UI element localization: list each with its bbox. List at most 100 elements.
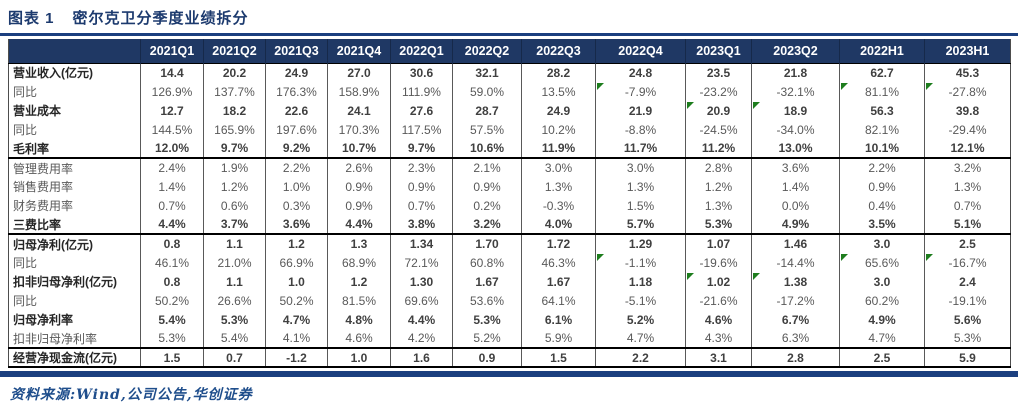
table-cell: 53.6% xyxy=(452,291,522,310)
table-cell: 158.9% xyxy=(327,82,391,101)
table-cell: 2.4% xyxy=(140,158,204,177)
table-cell: 64.1% xyxy=(521,291,596,310)
table-cell: 24.1 xyxy=(327,101,391,120)
table-cell: 11.7% xyxy=(595,139,686,158)
table-cell-flagged: -1.1% xyxy=(595,253,686,272)
table-cell: 165.9% xyxy=(203,120,266,139)
table-cell: 5.4% xyxy=(203,329,266,348)
table-cell: 5.3% xyxy=(685,215,752,234)
table-cell: 3.0 xyxy=(839,234,925,253)
table-cell: -1.2 xyxy=(265,348,328,367)
row-label: 归母净利(亿元) xyxy=(13,237,93,252)
table-cell: 0.7% xyxy=(924,196,1011,215)
table-cell: 2.6% xyxy=(327,158,391,177)
table-cell: 1.70 xyxy=(452,234,522,253)
table-cell: 1.4% xyxy=(140,177,204,196)
table-cell: 1.0% xyxy=(265,177,328,196)
table-cell: 5.2% xyxy=(452,329,522,348)
table-cell: 4.3% xyxy=(685,329,752,348)
table-cell: 1.5 xyxy=(521,348,596,367)
row-label: 扣非归母净利率 xyxy=(13,331,98,346)
table-cell: 4.4% xyxy=(327,215,391,234)
table-cell: 1.9% xyxy=(203,158,266,177)
table-cell: -29.4% xyxy=(924,120,1011,139)
table-cell: 23.5 xyxy=(685,63,752,82)
table-row: 归母净利(亿元) 0.8 1.1 1.2 1.3 1.34 1.70 1.72 1.29 1.07… xyxy=(9,234,1011,253)
table-cell: 82.1% xyxy=(839,120,925,139)
table-cell: 6.1% xyxy=(521,310,596,329)
table-cell: 10.1% xyxy=(839,139,925,158)
column-header: 2021Q1 xyxy=(140,39,204,63)
table-cell: 22.6 xyxy=(265,101,328,120)
table-cell: 10.7% xyxy=(327,139,391,158)
row-label: 营业成本 xyxy=(13,104,62,118)
table-cell: 4.7% xyxy=(595,329,686,348)
table-cell: 4.7% xyxy=(839,329,925,348)
table-cell: 72.1% xyxy=(390,253,453,272)
table-cell: 4.0% xyxy=(521,215,596,234)
table-cell: 5.7% xyxy=(595,215,686,234)
table-cell: 20.2 xyxy=(203,63,266,82)
table-cell: 1.2 xyxy=(327,272,391,291)
row-label: 归母净利率 xyxy=(13,313,74,327)
row-label: 营业收入(亿元) xyxy=(13,66,93,81)
table-cell: 2.2% xyxy=(839,158,925,177)
table-cell: 30.6 xyxy=(390,63,453,82)
table-cell: 1.2 xyxy=(265,234,328,253)
table-cell: 1.18 xyxy=(595,272,686,291)
table-cell: 21.8 xyxy=(751,63,840,82)
table-cell: 5.3% xyxy=(140,329,204,348)
table-cell-flagged: 20.9 xyxy=(685,101,752,120)
table-cell: 9.7% xyxy=(203,139,266,158)
table-cell: 1.3% xyxy=(521,177,596,196)
table-cell: 1.29 xyxy=(595,234,686,253)
row-label: 同比 xyxy=(13,123,38,137)
table-cell: -8.8% xyxy=(595,120,686,139)
table-row: 同比 46.1% 21.0% 66.9% 68.9% 72.1% 60.8% 46.3% -1.… xyxy=(9,253,1011,272)
table-cell: 81.5% xyxy=(327,291,391,310)
table-cell: 0.6% xyxy=(203,196,266,215)
table-cell: 27.0 xyxy=(327,63,391,82)
row-label: 同比 xyxy=(13,256,38,270)
row-label: 毛利率 xyxy=(13,141,50,156)
table-cell: 12.0% xyxy=(140,139,204,158)
row-label: 财务费用率 xyxy=(13,199,74,213)
table-cell-flagged: 81.1% xyxy=(839,82,925,101)
table-cell: 1.6 xyxy=(390,348,453,367)
table-cell: 1.3% xyxy=(595,177,686,196)
table-cell: 68.9% xyxy=(327,253,391,272)
table-cell: 6.7% xyxy=(751,310,840,329)
table-cell: 1.2% xyxy=(203,177,266,196)
table-cell: 111.9% xyxy=(390,82,453,101)
table-cell: 3.6% xyxy=(265,215,328,234)
table-row: 归母净利率 5.4% 5.3% 4.7% 4.8% 4.4% 5.3% 6.1% 5.2% 4.6… xyxy=(9,310,1011,329)
table-cell: 117.5% xyxy=(390,120,453,139)
table-cell: 1.5% xyxy=(595,196,686,215)
table-cell: -24.5% xyxy=(685,120,752,139)
table-cell: 11.9% xyxy=(521,139,596,158)
table-cell: 2.1% xyxy=(452,158,522,177)
table-cell: 2.8% xyxy=(685,158,752,177)
table-cell: 1.3% xyxy=(685,196,752,215)
table-cell: 1.46 xyxy=(751,234,840,253)
table-row: 销售费用率 1.4% 1.2% 1.0% 0.9% 0.9% 0.9% 1.3% 1.3% 1.2… xyxy=(9,177,1011,196)
table-cell: 1.5 xyxy=(140,348,204,367)
table-cell: 39.8 xyxy=(924,101,1011,120)
table-cell: 3.8% xyxy=(390,215,453,234)
table-cell: 21.0% xyxy=(203,253,266,272)
table-cell: 56.3 xyxy=(839,101,925,120)
table-cell: 0.9% xyxy=(327,177,391,196)
figure-title: 密尔克卫分季度业绩拆分 xyxy=(72,10,249,27)
table-cell: -32.1% xyxy=(751,82,840,101)
table-cell: 137.7% xyxy=(203,82,266,101)
table-cell: 24.9 xyxy=(265,63,328,82)
table-cell: 0.4% xyxy=(839,196,925,215)
row-label: 扣非归母净利(亿元) xyxy=(13,275,117,289)
table-cell: 4.6% xyxy=(327,329,391,348)
table-cell: 1.1 xyxy=(203,234,266,253)
column-header: 2022Q1 xyxy=(390,39,453,63)
table-cell: 4.7% xyxy=(265,310,328,329)
table-cell: 28.2 xyxy=(521,63,596,82)
table-cell: 57.5% xyxy=(452,120,522,139)
column-header: 2022Q2 xyxy=(452,39,522,63)
